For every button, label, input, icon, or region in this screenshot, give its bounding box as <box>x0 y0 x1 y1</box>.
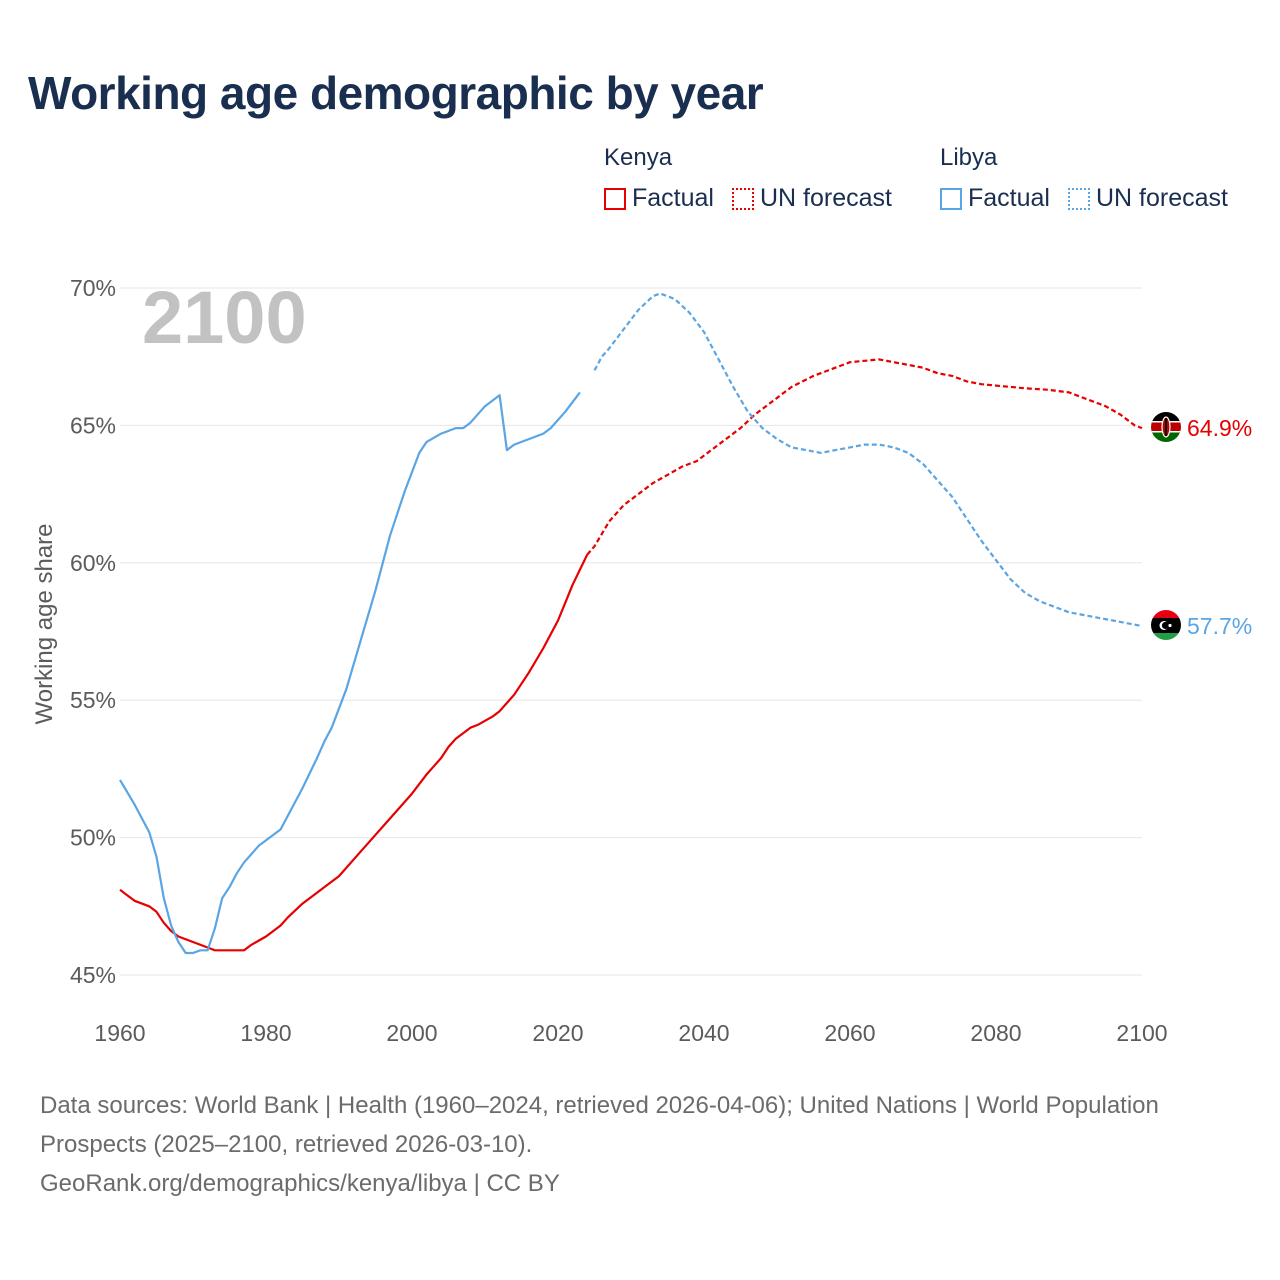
x-tick-label: 2100 <box>1116 1020 1167 1046</box>
kenya-end-label: 64.9% <box>1187 415 1252 441</box>
y-tick-label: 70% <box>70 275 116 301</box>
libya-factual-line <box>119 391 581 955</box>
legend-item-label: UN forecast <box>1095 184 1228 212</box>
kenya-factual-line <box>119 554 589 952</box>
x-tick-label: 2060 <box>824 1020 875 1046</box>
solid-swatch-icon <box>940 187 962 210</box>
legend-kenya: Kenya Factual UN forecast <box>604 144 892 213</box>
legend-kenya-forecast[interactable]: UN forecast <box>731 184 892 213</box>
kenya-forecast-line <box>586 358 1143 556</box>
x-tick-label: 2080 <box>970 1020 1021 1046</box>
legend-country-label: Libya <box>940 144 998 171</box>
y-tick-label: 50% <box>70 825 116 851</box>
solid-swatch-icon <box>604 187 626 210</box>
dotted-swatch-icon <box>731 187 754 210</box>
credit-link[interactable]: GeoRank.org/demographics/kenya/libya | C… <box>40 1170 560 1197</box>
kenya-flag-icon <box>1151 412 1181 442</box>
footer: Data sources: World Bank | Health (1960–… <box>40 1086 1220 1203</box>
legend-item-label: Factual <box>632 184 714 212</box>
legend-libya-forecast[interactable]: UN forecast <box>1067 184 1228 213</box>
libya-flag-icon <box>1151 610 1181 640</box>
x-tick-label: 2000 <box>386 1020 437 1046</box>
y-tick-label: 60% <box>70 550 116 576</box>
y-tick-label: 65% <box>70 412 116 438</box>
dotted-swatch-icon <box>1067 187 1090 210</box>
y-axis-label: Working age share <box>31 524 58 725</box>
legend-libya: Libya Factual UN forecast <box>940 144 1228 213</box>
chart-title: Working age demographic by year <box>28 67 764 119</box>
year-overlay: 2100 <box>142 276 307 359</box>
y-tick-label: 55% <box>70 687 116 713</box>
libya-forecast-line <box>593 292 1143 628</box>
legend-libya-factual[interactable]: Factual <box>940 184 1050 213</box>
x-tick-label: 2020 <box>532 1020 583 1046</box>
x-tick-label: 2040 <box>678 1020 729 1046</box>
legend-item-label: UN forecast <box>759 184 892 212</box>
legend-country-label: Kenya <box>604 144 673 171</box>
x-tick-label: 1980 <box>240 1020 291 1046</box>
y-tick-label: 45% <box>70 962 116 988</box>
libya-end-label: 57.7% <box>1187 613 1252 639</box>
legend-item-label: Factual <box>968 184 1050 212</box>
data-sources-note: Data sources: World Bank | Health (1960–… <box>40 1092 1159 1158</box>
legend-kenya-factual[interactable]: Factual <box>604 184 714 213</box>
x-tick-label: 1960 <box>94 1020 145 1046</box>
